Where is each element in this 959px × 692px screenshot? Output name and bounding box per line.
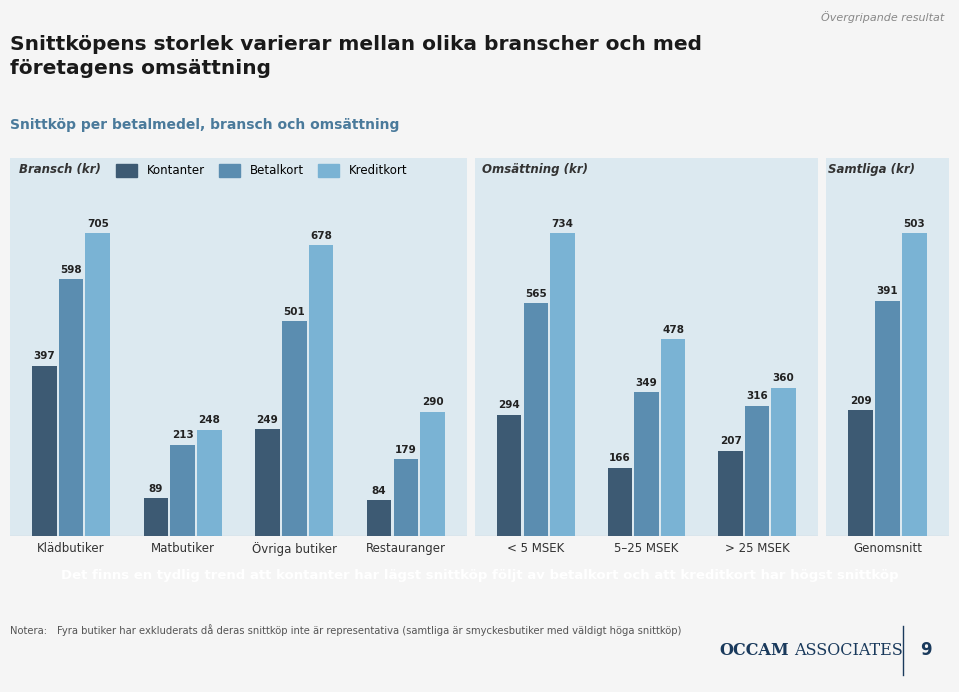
Text: Omsättning (kr): Omsättning (kr) — [481, 163, 588, 176]
Bar — [902, 233, 927, 536]
Text: 89: 89 — [149, 484, 163, 493]
Text: 678: 678 — [310, 230, 332, 241]
Text: 478: 478 — [662, 325, 684, 334]
Bar — [848, 410, 873, 536]
Text: Snittköp per betalmedel, bransch och omsättning: Snittköp per betalmedel, bransch och oms… — [10, 118, 399, 131]
Bar — [876, 301, 900, 536]
Bar — [309, 245, 334, 536]
Bar — [550, 233, 574, 536]
Text: 391: 391 — [877, 286, 899, 296]
Bar — [32, 366, 57, 536]
Bar — [718, 451, 743, 536]
Text: 9: 9 — [921, 641, 932, 659]
Text: 360: 360 — [773, 373, 795, 383]
Bar — [524, 303, 548, 536]
Text: 290: 290 — [422, 397, 443, 407]
Text: 249: 249 — [257, 415, 278, 425]
Bar — [745, 406, 769, 536]
Bar — [393, 459, 418, 536]
Text: 84: 84 — [372, 486, 386, 495]
Text: 316: 316 — [746, 392, 768, 401]
Bar — [255, 429, 280, 536]
Legend: Kontanter, Betalkort, Kreditkort: Kontanter, Betalkort, Kreditkort — [116, 164, 408, 177]
Text: 349: 349 — [636, 378, 657, 388]
Text: 207: 207 — [719, 437, 741, 446]
Text: Snittköpens storlek varierar mellan olika branscher och med
företagens omsättnin: Snittköpens storlek varierar mellan olik… — [10, 35, 702, 78]
Text: ASSOCIATES: ASSOCIATES — [794, 642, 902, 659]
Text: 179: 179 — [395, 445, 417, 455]
Text: OCCAM: OCCAM — [719, 642, 789, 659]
Bar — [198, 430, 222, 536]
Bar — [634, 392, 659, 536]
Bar — [608, 468, 632, 536]
Text: 501: 501 — [283, 307, 305, 316]
Bar — [85, 233, 110, 536]
Bar — [282, 321, 307, 536]
Bar — [366, 500, 391, 536]
Text: Notera: Fyra butiker har exkluderats då deras snittköp inte är representativa (s: Notera: Fyra butiker har exkluderats då … — [10, 624, 681, 636]
Text: 503: 503 — [903, 219, 925, 229]
Text: Det finns en tydlig trend att kontanter har lägst snittköp följt av betalkort oc: Det finns en tydlig trend att kontanter … — [60, 569, 899, 581]
Text: 734: 734 — [551, 219, 573, 229]
Bar — [661, 339, 686, 536]
Text: 565: 565 — [525, 289, 547, 299]
Bar — [420, 412, 445, 536]
Text: 209: 209 — [850, 396, 872, 406]
Bar — [771, 388, 796, 536]
Text: Bransch (kr): Bransch (kr) — [19, 163, 101, 176]
Bar — [171, 445, 195, 536]
Text: 397: 397 — [34, 352, 55, 361]
Text: 213: 213 — [172, 430, 194, 440]
Text: 166: 166 — [609, 453, 631, 463]
Bar — [497, 415, 522, 536]
Text: Övergripande resultat: Övergripande resultat — [821, 11, 945, 24]
Bar — [58, 280, 83, 536]
Text: 248: 248 — [199, 415, 221, 426]
Text: 598: 598 — [60, 265, 82, 275]
Text: Samtliga (kr): Samtliga (kr) — [829, 163, 915, 176]
Bar — [144, 498, 168, 536]
Text: 294: 294 — [499, 401, 520, 410]
Text: 705: 705 — [87, 219, 108, 229]
